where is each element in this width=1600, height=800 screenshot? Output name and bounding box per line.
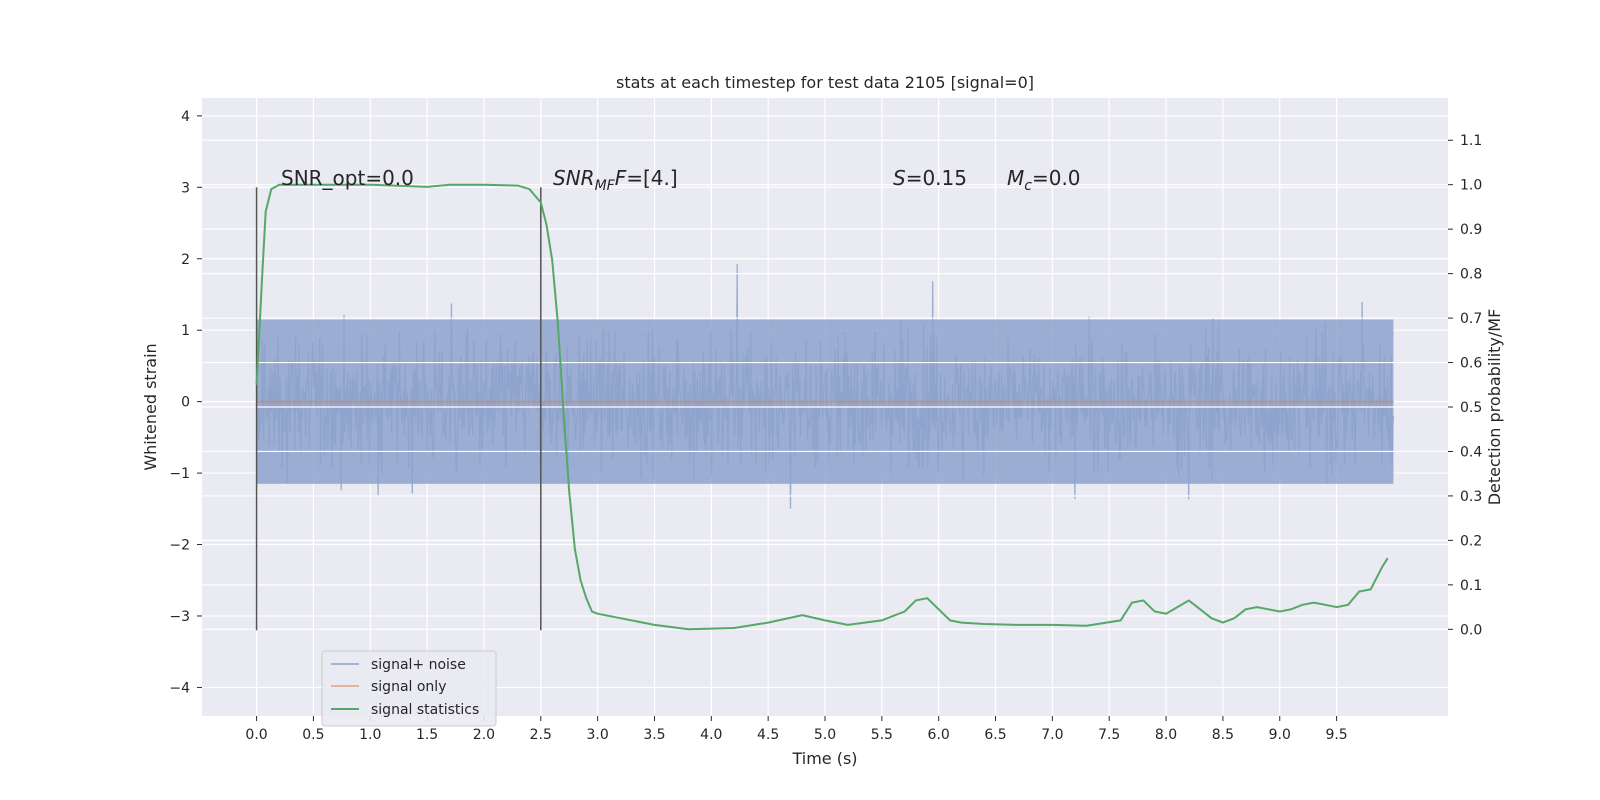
- y2-tick-label: 0.3: [1460, 489, 1482, 505]
- x-tick-label: 4.0: [700, 727, 722, 743]
- y-tick-label: −4: [169, 680, 190, 696]
- annotation-snr-mf: SNRMFF=[4.]: [553, 166, 678, 194]
- x-tick-label: 5.5: [871, 727, 893, 743]
- x-axis-ticks: 0.0 0.5 1.0 1.5 2.0 2.5 3.0 3.5 4.0 4.5 5.0 5.5 6.0 6…: [245, 716, 1348, 743]
- x-tick-label: 2.5: [530, 727, 552, 743]
- y-tick-label: 3: [181, 180, 190, 196]
- x-tick-label: 9.0: [1269, 727, 1291, 743]
- y2-tick-label: 0.5: [1460, 400, 1482, 416]
- y2-tick-label: 1.0: [1460, 178, 1482, 194]
- y-tick-label: −2: [169, 538, 190, 554]
- y-axis-label: Whitened strain: [141, 343, 160, 470]
- annotation-s: S=0.15: [893, 166, 967, 190]
- x-tick-label: 8.5: [1212, 727, 1234, 743]
- y-tick-label: −1: [169, 466, 190, 482]
- x-tick-label: 9.5: [1325, 727, 1347, 743]
- y-axis-ticks: 4 3 2 1 0 −1 −2 −3 −4: [169, 109, 202, 696]
- x-tick-label: 8.0: [1155, 727, 1177, 743]
- x-tick-label: 7.0: [1041, 727, 1063, 743]
- x-tick-label: 3.5: [643, 727, 665, 743]
- grid-overlay: [202, 139, 1448, 630]
- series-signal-statistics: [255, 183, 1389, 631]
- y2-tick-label: 0.7: [1460, 311, 1482, 327]
- annotation-snr-opt: SNR_opt=0.0: [281, 166, 414, 190]
- legend: signal+ noise signal only signal statist…: [321, 650, 497, 727]
- y2-tick-label: 0.2: [1460, 533, 1482, 549]
- x-axis-label: Time (s): [791, 749, 857, 768]
- y2-tick-label: 0.4: [1460, 444, 1482, 460]
- y-tick-label: 0: [181, 395, 190, 411]
- y2-tick-label: 0.9: [1460, 222, 1482, 238]
- x-tick-label: 1.5: [416, 727, 438, 743]
- y-tick-label: 2: [181, 252, 190, 268]
- y2-tick-label: 0.1: [1460, 578, 1482, 594]
- annotation-mc: Mc=0.0: [1007, 166, 1081, 194]
- y-tick-label: −3: [169, 609, 190, 625]
- y2-tick-label: 1.1: [1460, 133, 1482, 149]
- y2-axis-ticks: 1.1 1.0 0.9 0.8 0.7 0.6 0.5 0.4 0.3 0.2 0.1 0.0: [1448, 133, 1482, 638]
- x-tick-label: 4.5: [757, 727, 779, 743]
- x-tick-label: 2.0: [473, 727, 495, 743]
- legend-box: [321, 650, 497, 727]
- x-tick-label: 7.5: [1098, 727, 1120, 743]
- x-tick-label: 0.0: [245, 727, 267, 743]
- y-tick-label: 1: [181, 323, 190, 339]
- x-tick-label: 6.0: [928, 727, 950, 743]
- x-tick-label: 5.0: [814, 727, 836, 743]
- y-tick-label: 4: [181, 109, 190, 125]
- legend-label-signal-statistics: signal statistics: [371, 702, 479, 718]
- x-tick-label: 6.5: [984, 727, 1006, 743]
- y2-axis-label: Detection probability/MF: [1485, 309, 1504, 506]
- x-tick-label: 0.5: [302, 727, 324, 743]
- y2-tick-label: 0.0: [1460, 622, 1482, 638]
- y2-tick-label: 0.6: [1460, 356, 1482, 372]
- x-tick-label: 3.0: [586, 727, 608, 743]
- x-tick-label: 1.0: [359, 727, 381, 743]
- y2-tick-label: 0.8: [1460, 267, 1482, 283]
- legend-label-signal-plus-noise: signal+ noise: [371, 657, 466, 673]
- legend-label-signal-only: signal only: [371, 679, 446, 695]
- chart-title: stats at each timestep for test data 210…: [616, 73, 1034, 92]
